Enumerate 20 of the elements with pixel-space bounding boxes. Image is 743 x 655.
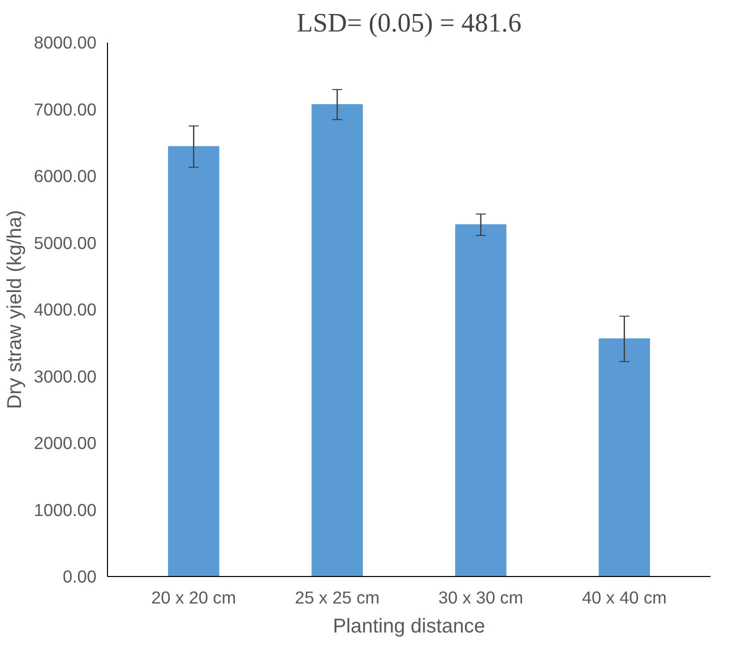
bar	[312, 104, 363, 576]
x-tick-label: 25 x 25 cm	[294, 588, 380, 608]
y-tick-label: 8000.00	[34, 32, 97, 52]
y-tick-label: 3000.00	[34, 366, 97, 386]
x-tick-label: 30 x 30 cm	[438, 588, 524, 608]
y-axis-title: Dry straw yield (kg/ha)	[4, 210, 26, 409]
x-axis-title: Planting distance	[332, 616, 486, 638]
y-tick-label: 4000.00	[34, 300, 97, 320]
y-tick-label: 7000.00	[34, 99, 97, 120]
x-tick-label: 40 x 40 cm	[582, 588, 667, 608]
y-tick-label: 0.00	[62, 566, 97, 586]
y-tick-label: 2000.00	[34, 433, 97, 453]
y-tick-label: 6000.00	[34, 166, 97, 186]
chart-title: LSD= (0.05) = 481.6	[296, 8, 522, 38]
bar	[455, 224, 506, 576]
y-tick-label: 5000.00	[34, 232, 97, 253]
y-tick-label: 1000.00	[34, 500, 97, 520]
x-tick-label: 20 x 20 cm	[151, 588, 236, 608]
bar	[168, 146, 220, 576]
bar	[598, 338, 650, 576]
